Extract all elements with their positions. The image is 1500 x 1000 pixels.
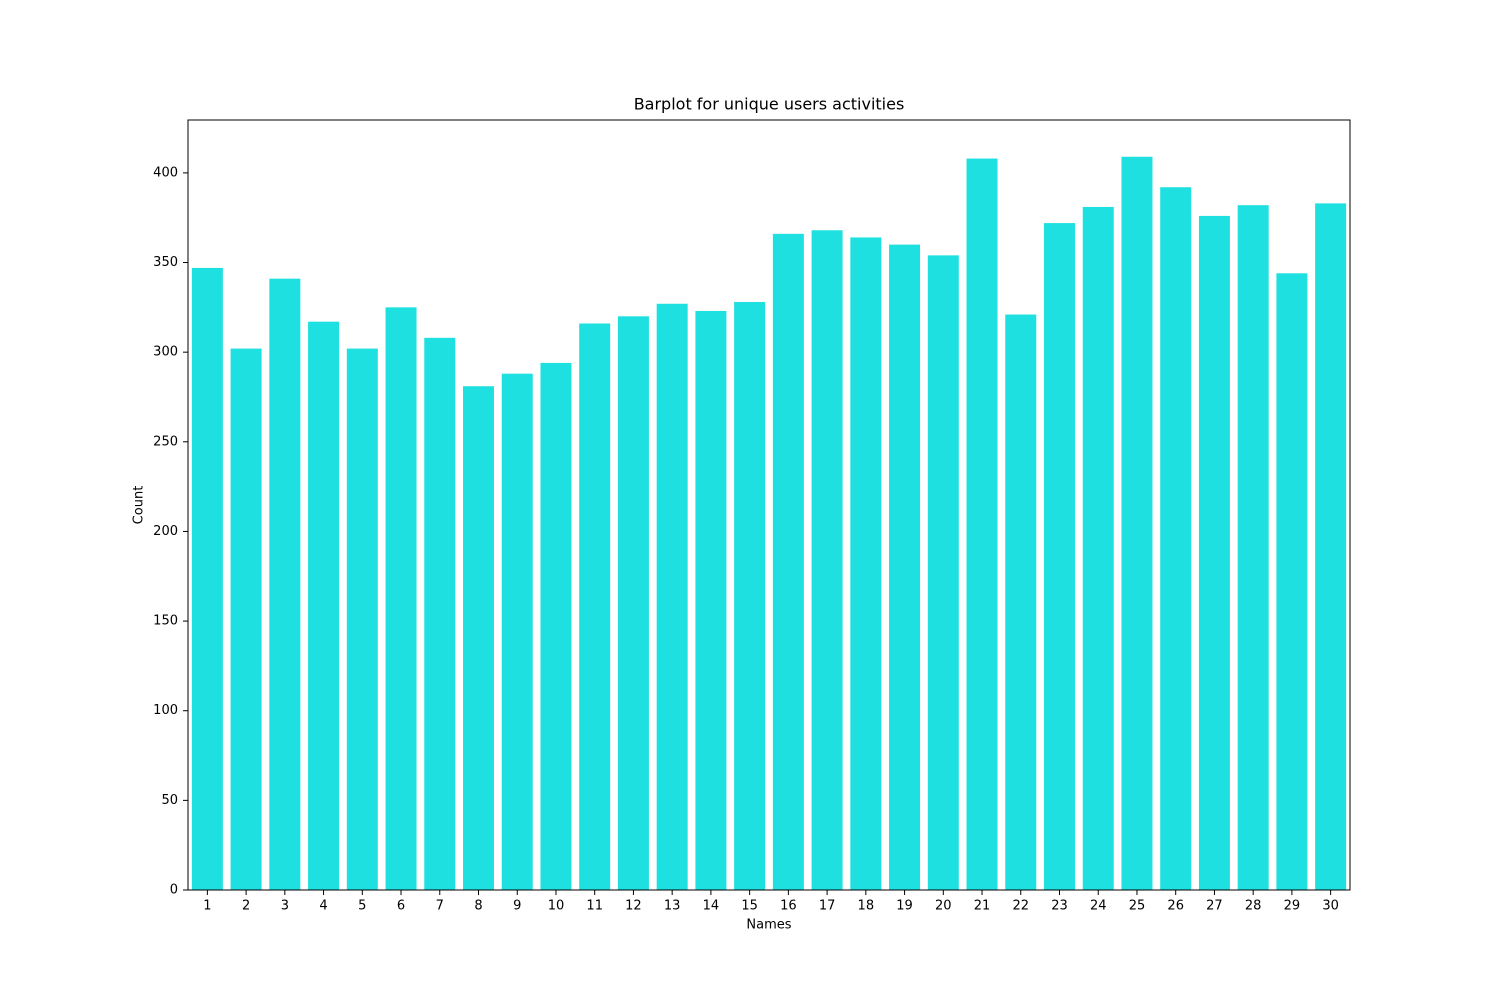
- y-tick-label: 200: [153, 524, 178, 539]
- y-tick-label: 100: [153, 703, 178, 718]
- bar: [811, 230, 843, 891]
- x-tick-label: 26: [1167, 899, 1184, 914]
- x-tick-label: 27: [1206, 899, 1223, 914]
- y-tick-label: 50: [161, 793, 178, 808]
- x-tick-label: 7: [436, 899, 444, 914]
- x-tick-label: 17: [819, 899, 836, 914]
- x-tick-label: 3: [281, 899, 289, 914]
- x-tick-label: 11: [586, 899, 603, 914]
- x-tick-label: 21: [974, 899, 991, 914]
- bar: [1237, 205, 1269, 890]
- x-tick-label: 4: [319, 899, 327, 914]
- bar: [1315, 203, 1347, 890]
- x-tick-label: 10: [548, 899, 565, 914]
- bar: [734, 301, 766, 890]
- bar: [966, 158, 998, 891]
- x-tick-label: 20: [935, 899, 952, 914]
- x-tick-label: 5: [358, 899, 366, 914]
- bar: [656, 303, 688, 890]
- bar: [695, 310, 727, 891]
- x-tick-label: 18: [858, 899, 875, 914]
- bar: [927, 255, 959, 891]
- x-tick-label: 6: [397, 899, 405, 914]
- x-tick-label: 29: [1284, 899, 1301, 914]
- x-axis-label: Names: [746, 918, 791, 933]
- y-tick-label: 250: [153, 434, 178, 449]
- bar: [1160, 187, 1192, 890]
- x-tick-label: 25: [1129, 899, 1146, 914]
- x-tick-label: 8: [474, 899, 482, 914]
- y-tick-label: 400: [153, 165, 178, 180]
- x-tick-label: 22: [1012, 899, 1029, 914]
- bar: [308, 321, 340, 891]
- y-tick-label: 0: [170, 883, 178, 898]
- bar: [1044, 223, 1075, 891]
- bar: [463, 386, 494, 890]
- x-tick-label: 24: [1090, 899, 1107, 914]
- bar: [346, 348, 378, 891]
- x-tick-label: 28: [1245, 899, 1262, 914]
- y-axis-label: Count: [132, 486, 147, 525]
- x-tick-label: 19: [896, 899, 913, 914]
- bar: [889, 244, 921, 890]
- bar: [1121, 156, 1153, 890]
- x-tick-label: 2: [242, 899, 250, 914]
- x-tick-label: 14: [703, 899, 720, 914]
- bar: [191, 267, 223, 890]
- x-tick-label: 9: [513, 899, 521, 914]
- x-tick-label: 12: [625, 899, 642, 914]
- bar: [1276, 273, 1308, 890]
- x-tick-label: 15: [741, 899, 758, 914]
- x-tick-label: 13: [664, 899, 681, 914]
- bar: [579, 323, 611, 890]
- x-tick-label: 23: [1051, 899, 1068, 914]
- y-tick-label: 150: [153, 614, 178, 629]
- bar: [269, 278, 301, 890]
- bar: [1082, 206, 1114, 890]
- plot-frame: [187, 119, 1351, 891]
- bar: [1198, 215, 1230, 891]
- y-tick-label: 300: [153, 345, 178, 360]
- x-tick-label: 1: [203, 899, 211, 914]
- x-tick-label: 30: [1322, 899, 1339, 914]
- bar: [1005, 314, 1037, 891]
- bar: [385, 307, 417, 890]
- y-tick-label: 350: [153, 255, 178, 270]
- bar: [617, 316, 649, 890]
- chart-title: Barplot for unique users activities: [634, 95, 905, 114]
- bar: [424, 337, 456, 890]
- bar: [230, 348, 262, 891]
- bar: [501, 373, 533, 890]
- x-tick-label: 16: [780, 899, 797, 914]
- bar: [772, 233, 804, 890]
- bar: [540, 362, 572, 890]
- bar: [850, 237, 882, 890]
